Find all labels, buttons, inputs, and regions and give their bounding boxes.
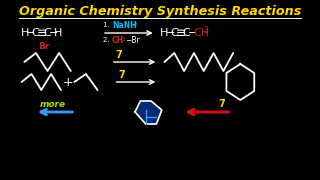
Text: NaNH: NaNH xyxy=(112,21,137,30)
Text: CH: CH xyxy=(193,28,209,38)
Text: C: C xyxy=(31,28,39,38)
Text: −: − xyxy=(188,28,197,38)
Text: ≡: ≡ xyxy=(176,26,187,39)
Text: 7: 7 xyxy=(218,99,225,109)
Text: C: C xyxy=(43,28,51,38)
Text: 7: 7 xyxy=(118,70,125,80)
Text: H: H xyxy=(21,28,29,38)
Text: ≡: ≡ xyxy=(37,26,47,39)
Text: H: H xyxy=(54,28,62,38)
Text: −Br: −Br xyxy=(125,35,140,44)
Text: −: − xyxy=(26,28,36,38)
Text: 3: 3 xyxy=(122,37,125,42)
Text: C: C xyxy=(182,28,190,38)
Text: more: more xyxy=(39,100,66,109)
Text: Br: Br xyxy=(38,42,49,51)
Text: 1.: 1. xyxy=(103,22,112,28)
Text: C: C xyxy=(171,28,179,38)
Text: H: H xyxy=(160,28,168,38)
Text: −: − xyxy=(165,28,175,38)
Text: 2: 2 xyxy=(134,22,138,27)
Text: +: + xyxy=(63,75,73,89)
Text: 7: 7 xyxy=(116,50,122,60)
Polygon shape xyxy=(135,101,162,124)
Text: Organic Chemistry Synthesis Reactions: Organic Chemistry Synthesis Reactions xyxy=(19,5,301,18)
Text: 2.: 2. xyxy=(103,37,112,43)
Text: 3: 3 xyxy=(204,26,209,35)
Text: −: − xyxy=(48,28,58,38)
Text: CH: CH xyxy=(112,35,124,44)
